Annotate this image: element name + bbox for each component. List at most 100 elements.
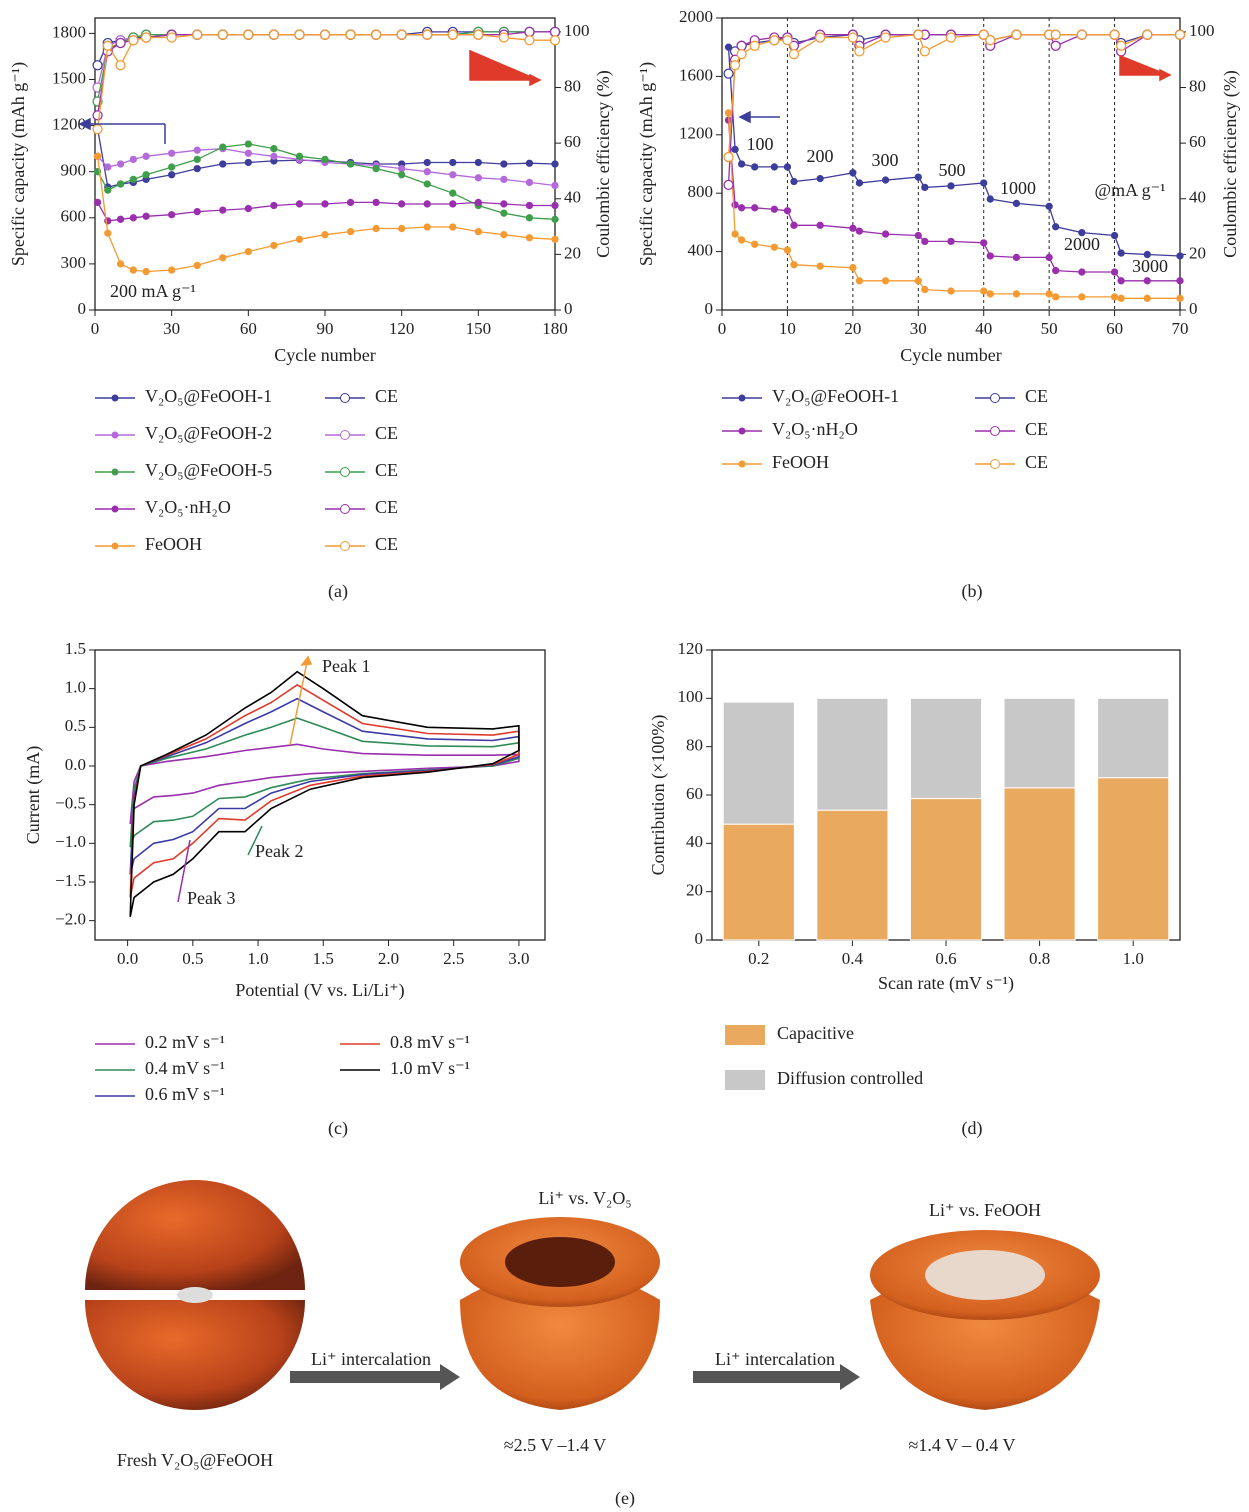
capacity-marker: [105, 164, 111, 170]
panel-label: (c): [328, 1118, 348, 1139]
bar-segment: [1098, 698, 1169, 777]
capacity-marker: [475, 199, 481, 205]
legend-marker: [112, 543, 118, 549]
capacity-marker: [791, 262, 797, 268]
capacity-marker: [732, 146, 738, 152]
capacity-marker: [130, 156, 136, 162]
ce-marker: [129, 36, 138, 45]
capacity-marker: [784, 164, 790, 170]
capacity-marker: [552, 216, 558, 222]
annotation: 1000: [1000, 178, 1036, 198]
capacity-marker: [348, 161, 354, 167]
capacity-marker: [526, 202, 532, 208]
x-tick-label: 60: [240, 319, 257, 338]
legend-marker: [341, 394, 350, 403]
legend-label: Diffusion controlled: [777, 1068, 923, 1088]
capacity-marker: [1144, 278, 1150, 284]
bar-segment: [817, 810, 888, 940]
sphere-bottom: [85, 1300, 305, 1410]
capacity-marker: [817, 222, 823, 228]
x-tick-label: 0.5: [182, 949, 203, 968]
capacity-marker: [118, 216, 124, 222]
legend-label: CE: [375, 386, 398, 406]
x-tick-label: 0: [91, 319, 100, 338]
capacity-marker: [1079, 269, 1085, 275]
capacity-marker: [883, 231, 889, 237]
capacity-marker: [1118, 250, 1124, 256]
capacity-marker: [526, 179, 532, 185]
capacity-marker: [732, 231, 738, 237]
capacity-marker: [922, 238, 928, 244]
capacity-marker: [169, 172, 175, 178]
y-axis-title: Contribution (×100%): [648, 715, 669, 876]
capacity-marker: [501, 232, 507, 238]
capacity-marker: [245, 150, 251, 156]
capacity-marker: [399, 166, 405, 172]
header-label: Li⁺ vs. FeOOH: [929, 1200, 1041, 1220]
series-line: [130, 744, 519, 824]
x-tick-label: 3.0: [508, 949, 529, 968]
capacity-marker: [922, 287, 928, 293]
capacity-marker: [981, 180, 987, 186]
capacity-marker: [424, 181, 430, 187]
x-tick-label: 1.0: [247, 949, 268, 968]
annotation: 500: [939, 160, 966, 180]
ce-marker: [1051, 30, 1060, 39]
annotation-arrow: [80, 119, 165, 144]
y-tick-label: 20: [686, 881, 703, 900]
ce-marker: [789, 50, 798, 59]
bar-segment: [1098, 778, 1169, 940]
ce-marker: [525, 27, 534, 36]
capacity-marker: [1177, 295, 1183, 301]
ce-marker: [783, 36, 792, 45]
y-axis-title: Current (mA): [23, 746, 44, 844]
y-tick-label: 400: [688, 241, 714, 260]
capacity-marker: [130, 267, 136, 273]
plot-frame: [95, 650, 545, 940]
capacity-marker: [424, 224, 430, 230]
y-tick-label: 100: [678, 687, 704, 706]
ce-marker: [372, 30, 381, 39]
legend-label: CE: [1025, 419, 1048, 439]
ce-marker: [986, 36, 995, 45]
legend-marker: [112, 469, 118, 475]
y-tick-label: 1500: [52, 68, 86, 87]
capacity-marker: [1177, 253, 1183, 259]
legend-marker: [341, 542, 350, 551]
series-line: [729, 120, 1181, 281]
capacity-marker: [883, 177, 889, 183]
y-tick-label: −1.0: [55, 832, 86, 851]
x-tick-label: 120: [389, 319, 415, 338]
ce-marker: [525, 36, 534, 45]
capacity-marker: [118, 161, 124, 167]
ce-marker: [816, 33, 825, 42]
capacity-marker: [143, 269, 149, 275]
y-tick-label: 0: [705, 299, 714, 318]
capacity-marker: [948, 288, 954, 294]
capacity-marker: [526, 215, 532, 221]
state-label: Fresh V₂O₅@FeOOH: [117, 1450, 273, 1470]
y2-tick-label: 100: [564, 21, 590, 40]
capacity-marker: [373, 226, 379, 232]
series-line: [130, 685, 519, 898]
capacity-marker: [771, 206, 777, 212]
ce-marker: [551, 27, 560, 36]
capacity-marker: [501, 161, 507, 167]
capacity-marker: [526, 160, 532, 166]
y2-tick-label: 100: [1189, 21, 1215, 40]
y-tick-label: 0.0: [65, 755, 86, 774]
core: [177, 1287, 213, 1303]
y-tick-label: 2000: [679, 7, 713, 26]
x-tick-label: 2.5: [443, 949, 464, 968]
annotation: 100: [747, 134, 774, 154]
capacity-marker: [475, 159, 481, 165]
capacity-marker: [424, 169, 430, 175]
bar-segment: [910, 799, 981, 940]
legend-marker: [112, 506, 118, 512]
state-label: ≈1.4 V – 0.4 V: [909, 1435, 1016, 1455]
x-tick-label: 0.8: [1029, 949, 1050, 968]
x-tick-label: 0.2: [748, 949, 769, 968]
legend-label: 0.6 mV s⁻¹: [145, 1084, 225, 1104]
legend-label: V₂O₅·nH₂O: [772, 419, 858, 439]
capacity-marker: [987, 253, 993, 259]
